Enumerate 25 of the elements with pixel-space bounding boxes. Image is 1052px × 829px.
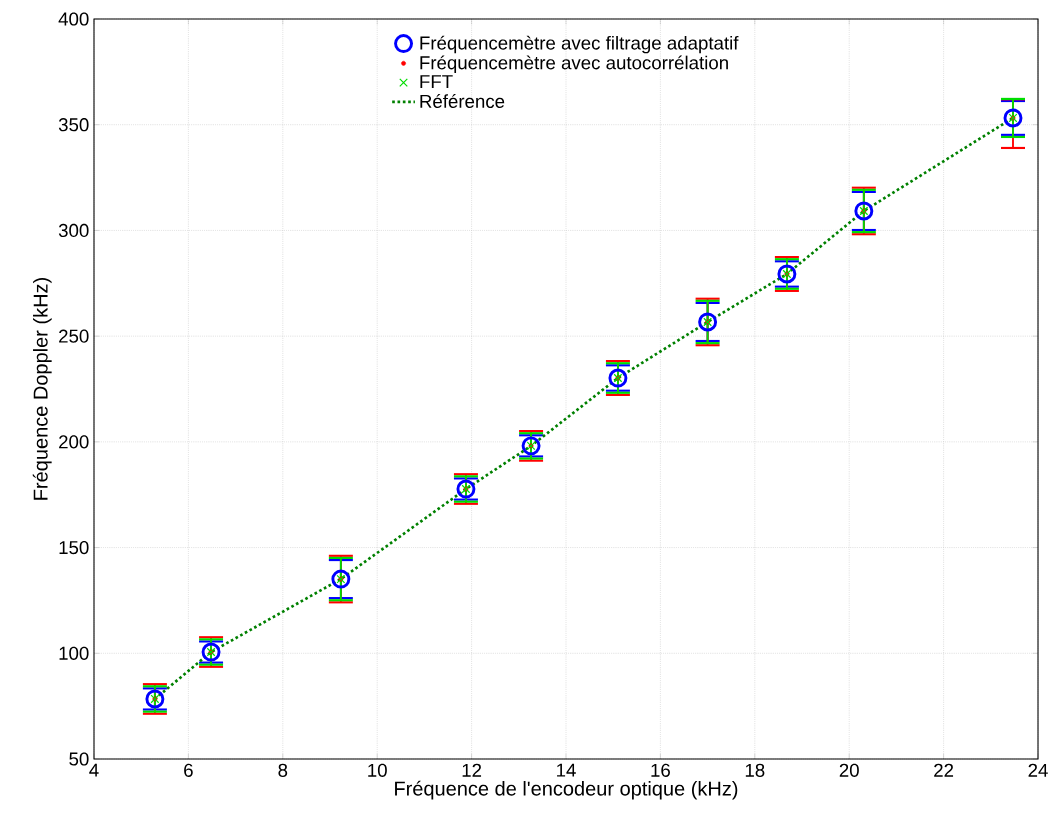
legend-label: FFT	[420, 75, 453, 89]
x-axis-title: Fréquence de l'encodeur optique (kHz)	[395, 780, 738, 800]
legend-label: Référence	[420, 94, 505, 108]
x-tick-label: 10	[368, 763, 387, 777]
y-tick-label: 150	[59, 540, 89, 555]
y-tick-label: 400	[58, 12, 89, 26]
y-tick-label: 100	[59, 646, 89, 660]
x-tick-label: 22	[934, 763, 954, 777]
y-tick-label: 250	[59, 329, 89, 343]
x-tick-label: 20	[839, 763, 859, 777]
x-tick-label: 12	[462, 763, 482, 777]
legend-label: Fréquencemètre avec autocorrélation	[420, 55, 728, 74]
x-tick-label: 14	[557, 763, 576, 777]
y-tick-label: 50	[69, 752, 89, 766]
y-tick-label: 300	[58, 223, 89, 238]
x-tick-label: 24	[1028, 763, 1048, 777]
x-tick-label: 4	[89, 763, 99, 777]
y-tick-label: 350	[58, 118, 89, 132]
x-tick-label: 6	[184, 763, 193, 777]
x-tick-label: 8	[278, 763, 288, 777]
legend-label: Fréquencemètre avec filtrage adaptatif	[420, 35, 739, 54]
x-tick-label: 18	[745, 763, 765, 777]
y-axis-title: Fréquence Doppler (kHz)	[32, 278, 52, 500]
x-tick-label: 16	[651, 763, 670, 777]
y-tick-label: 200	[59, 435, 89, 449]
